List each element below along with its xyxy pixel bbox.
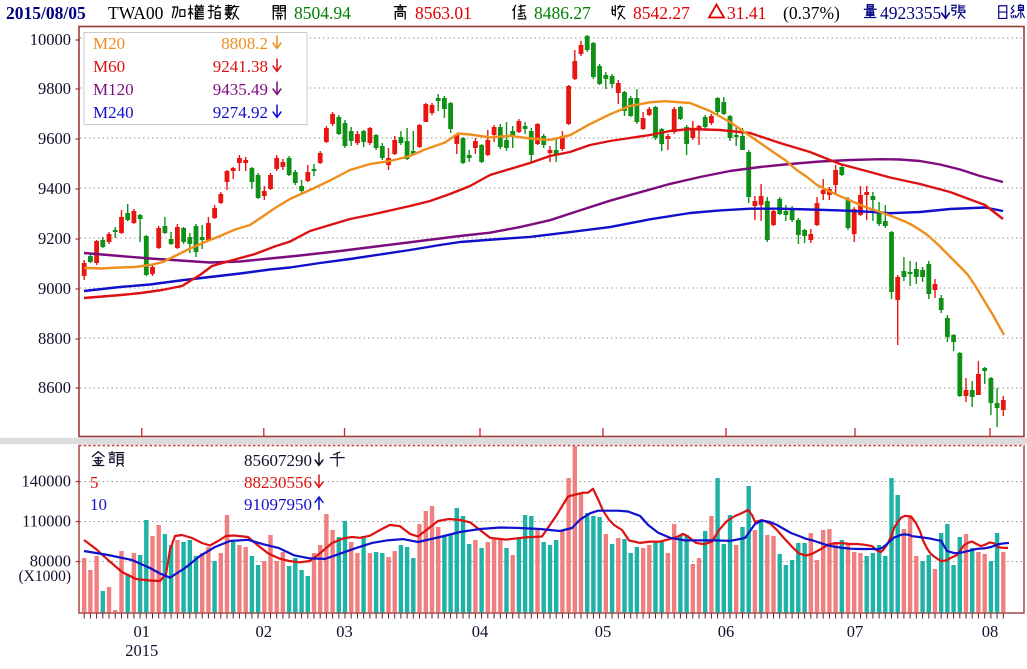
svg-text:M60: M60: [93, 57, 125, 76]
svg-text:04: 04: [472, 622, 489, 641]
svg-text:9200: 9200: [38, 229, 71, 248]
svg-text:2015/08/05: 2015/08/05: [6, 3, 86, 23]
svg-text:(0.37%): (0.37%): [783, 3, 840, 23]
svg-text:M120: M120: [93, 80, 134, 99]
svg-text:9274.92: 9274.92: [213, 103, 268, 122]
svg-text:80000: 80000: [30, 552, 71, 571]
svg-text:10: 10: [90, 495, 107, 514]
svg-text:M20: M20: [93, 34, 125, 53]
svg-text:03: 03: [336, 622, 353, 641]
svg-text:9400: 9400: [38, 179, 71, 198]
svg-text:8563.01: 8563.01: [415, 3, 472, 23]
svg-text:02: 02: [256, 622, 273, 641]
svg-text:05: 05: [595, 622, 612, 641]
svg-text:07: 07: [847, 622, 864, 641]
svg-text:TWA00: TWA00: [108, 3, 164, 23]
svg-text:5: 5: [90, 473, 99, 492]
svg-text:8504.94: 8504.94: [294, 3, 351, 23]
svg-text:91097950: 91097950: [244, 495, 312, 514]
svg-text:140000: 140000: [22, 472, 72, 491]
svg-text:110000: 110000: [22, 512, 71, 531]
svg-text:9600: 9600: [38, 129, 71, 148]
svg-text:8600: 8600: [38, 378, 71, 397]
svg-text:8486.27: 8486.27: [534, 3, 591, 23]
svg-text:10000: 10000: [30, 30, 71, 49]
svg-text:2015: 2015: [125, 641, 158, 660]
svg-text:8800: 8800: [38, 329, 71, 348]
svg-text:31.41: 31.41: [727, 3, 766, 23]
svg-text:9000: 9000: [38, 279, 71, 298]
svg-text:85607290: 85607290: [244, 451, 312, 470]
svg-text:(X1000): (X1000): [18, 568, 71, 585]
svg-text:88230556: 88230556: [244, 473, 312, 492]
svg-text:01: 01: [134, 622, 151, 641]
svg-text:08: 08: [982, 622, 999, 641]
svg-text:9241.38: 9241.38: [213, 57, 268, 76]
svg-text:4923355: 4923355: [880, 3, 942, 23]
svg-text:8542.27: 8542.27: [633, 3, 690, 23]
svg-text:M240: M240: [93, 103, 134, 122]
svg-text:9800: 9800: [38, 79, 71, 98]
svg-text:8808.2: 8808.2: [221, 34, 268, 53]
svg-text:06: 06: [718, 622, 735, 641]
svg-text:9435.49: 9435.49: [213, 80, 268, 99]
